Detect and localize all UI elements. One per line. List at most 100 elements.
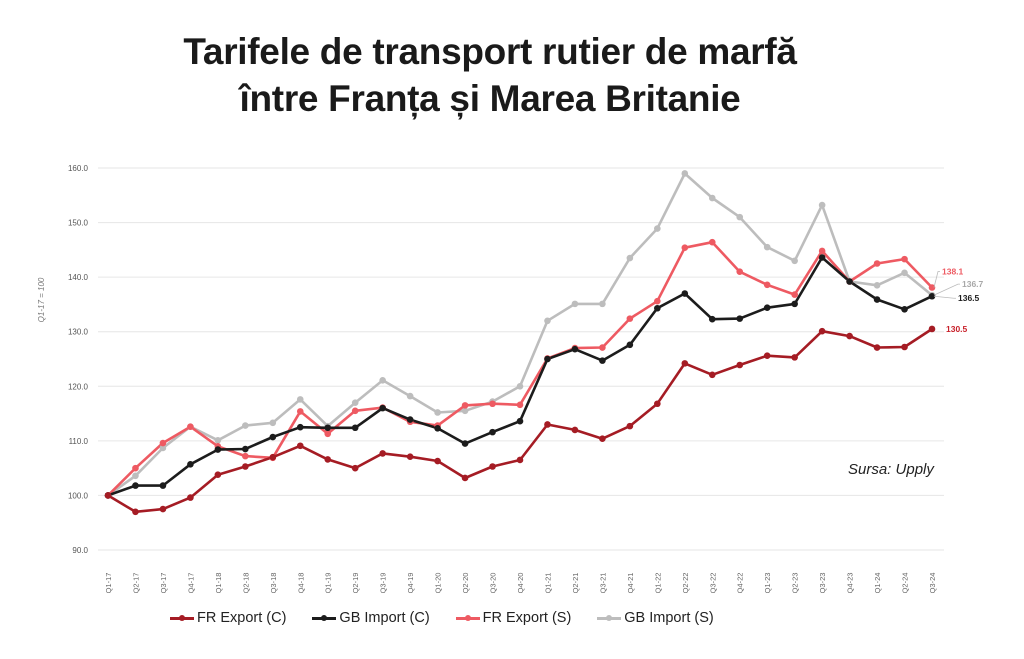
data-point: [187, 461, 194, 468]
data-point: [763, 352, 771, 360]
data-point: [681, 244, 689, 251]
data-point: [489, 400, 496, 408]
data-point: [269, 433, 277, 441]
data-point: [791, 354, 798, 361]
end-label: 138.1: [942, 267, 964, 277]
data-point: [654, 225, 661, 232]
data-point: [763, 304, 771, 312]
data-point: [928, 292, 936, 300]
data-point: [351, 399, 359, 406]
x-tick-label: Q4-23: [846, 573, 855, 594]
data-point: [626, 422, 634, 430]
data-point: [159, 439, 167, 447]
data-point: [928, 325, 936, 333]
x-tick-label: Q2-18: [241, 573, 250, 594]
data-point: [708, 194, 716, 202]
x-tick-label: Q1-21: [543, 573, 552, 594]
y-tick-label: 100.0: [68, 491, 89, 500]
data-point: [791, 300, 798, 308]
data-point: [214, 446, 222, 453]
data-point: [214, 437, 222, 444]
end-labels: 130.5 136.5 138.1 136.7: [933, 267, 984, 334]
legend-swatch-icon: [312, 614, 337, 621]
y-tick-label: 130.0: [68, 328, 89, 337]
data-point: [379, 450, 386, 457]
data-point: [681, 170, 689, 177]
legend-swatch-icon: [170, 614, 194, 621]
data-point: [159, 505, 167, 513]
data-point: [763, 281, 771, 289]
source-note: Sursa: Upply: [848, 461, 934, 478]
data-point: [242, 422, 249, 429]
data-point: [736, 268, 744, 275]
data-point: [296, 423, 304, 431]
y-axis-ticks: 90.0 100.0 110.0 120.0 130.0 140.0 150.0 160.0: [68, 164, 89, 555]
data-point: [736, 213, 744, 221]
data-point: [791, 257, 798, 265]
data-point: [379, 376, 386, 384]
data-point: [187, 423, 194, 430]
x-tick-label: Q3-17: [159, 573, 168, 594]
data-point: [654, 400, 661, 408]
x-tick-label: Q4-19: [406, 573, 415, 594]
end-label-leader: [933, 283, 960, 296]
legend-item-fr-export-s[interactable]: FR Export (S): [455, 610, 571, 626]
data-point: [489, 463, 496, 470]
data-point: [818, 247, 826, 255]
data-point: [379, 404, 386, 412]
data-point: [406, 416, 414, 423]
data-point: [104, 492, 112, 499]
data-point: [873, 296, 881, 303]
data-point: [654, 297, 661, 305]
data-point: [708, 371, 716, 379]
series-line-gb-import-s: [107, 172, 933, 497]
end-label: 130.5: [946, 324, 968, 334]
x-tick-label: Q1-18: [214, 573, 223, 594]
legend-item-gb-import-s[interactable]: GB Import (S): [597, 610, 714, 626]
data-point: [763, 243, 771, 251]
end-label-leader: [933, 295, 956, 299]
x-tick-label: Q1-23: [763, 573, 772, 594]
data-point: [296, 396, 304, 403]
data-point: [461, 402, 469, 409]
data-point: [132, 482, 139, 489]
data-point: [159, 444, 167, 452]
x-tick-label: Q3-23: [818, 573, 827, 594]
y-tick-label: 120.0: [68, 382, 89, 391]
y-tick-label: 110.0: [69, 437, 89, 446]
data-point: [406, 392, 414, 400]
data-point: [351, 424, 359, 432]
legend-item-fr-export-c[interactable]: FR Export (C): [170, 610, 286, 626]
y-tick-label: 150.0: [68, 219, 89, 228]
chart-title: Tarifele de transport rutier de marfă în…: [0, 28, 980, 122]
x-tick-label: Q3-19: [379, 573, 388, 594]
data-point: [489, 428, 496, 436]
legend-item-gb-import-c[interactable]: GB Import (C): [312, 610, 430, 626]
data-point: [132, 464, 139, 472]
data-point: [626, 315, 634, 322]
data-point: [599, 357, 606, 364]
data-point: [324, 456, 332, 463]
x-axis-ticks: Q1-17 Q2-17 Q3-17 Q4-17 Q1-18 Q2-18 Q3-18 Q4-18…: [104, 573, 937, 594]
data-point: [654, 304, 661, 312]
data-point: [187, 494, 194, 501]
y-tick-label: 160.0: [68, 164, 89, 173]
data-point: [681, 360, 689, 367]
x-tick-label: Q4-22: [736, 573, 745, 594]
data-point: [901, 255, 908, 263]
data-point: [818, 327, 826, 335]
x-tick-label: Q4-21: [626, 573, 635, 594]
data-point: [242, 445, 249, 453]
data-point: [324, 424, 332, 432]
data-point: [351, 407, 359, 415]
gridlines: [98, 167, 944, 551]
data-point: [214, 471, 222, 478]
data-point: [351, 464, 359, 472]
legend-swatch-icon: [455, 614, 480, 621]
data-point: [434, 409, 441, 416]
data-point: [516, 417, 524, 425]
y-tick-label: 90.0: [72, 546, 88, 555]
x-tick-label: Q2-21: [571, 573, 580, 594]
data-point: [681, 290, 689, 297]
